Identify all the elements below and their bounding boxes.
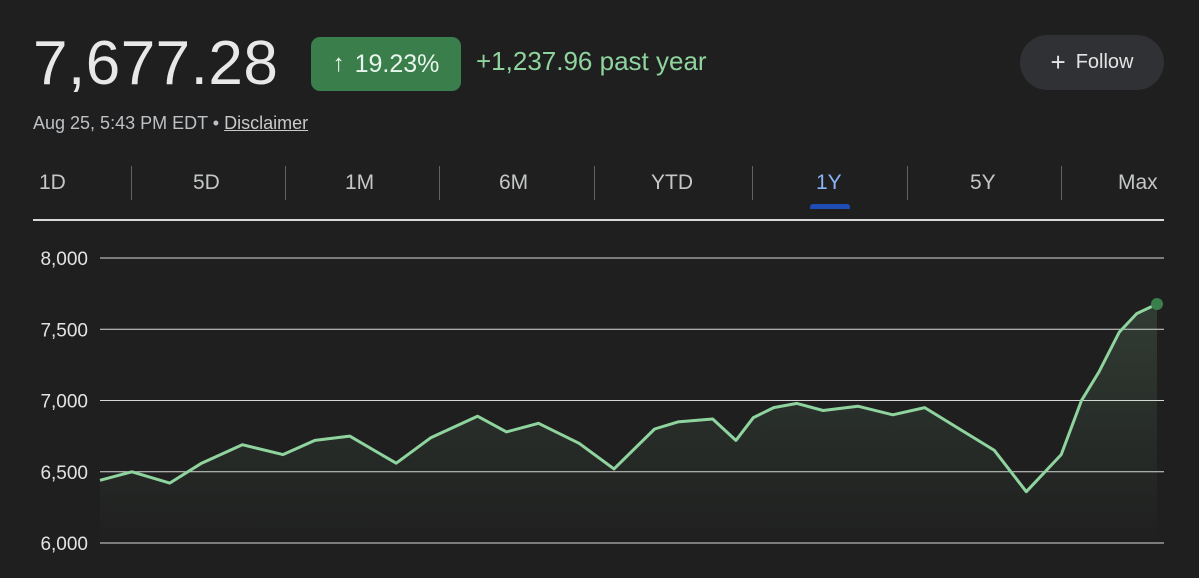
y-tick-label: 6,000 xyxy=(40,534,88,555)
y-tick-label: 7,500 xyxy=(40,320,88,341)
price-area-fill xyxy=(100,304,1157,543)
timestamp-line: Aug 25, 5:43 PM EDT • Disclaimer xyxy=(33,113,308,134)
tab-1d[interactable]: 1D xyxy=(39,171,66,194)
meta-separator: • xyxy=(212,113,220,133)
index-price: 7,677.28 xyxy=(33,29,279,98)
tab-divider xyxy=(594,166,595,200)
active-tab-indicator xyxy=(810,204,850,209)
tab-divider xyxy=(907,166,908,200)
change-amount: +1,237.96 past year xyxy=(476,46,707,76)
follow-label: Follow xyxy=(1075,51,1134,73)
tab-divider xyxy=(752,166,753,200)
tab-max[interactable]: Max xyxy=(1118,171,1158,194)
last-price-marker xyxy=(1151,297,1163,310)
price-line xyxy=(99,302,1158,494)
tab-divider xyxy=(1061,166,1062,200)
tab-divider xyxy=(439,166,440,200)
change-percent: 19.23% xyxy=(354,49,440,78)
tab-5d[interactable]: 5D xyxy=(193,171,220,194)
tab-1y[interactable]: 1Y xyxy=(816,171,842,194)
arrow-up-icon: ↑ xyxy=(332,50,345,77)
follow-button[interactable]: + Follow xyxy=(1020,35,1164,90)
timestamp: Aug 25, 5:43 PM EDT xyxy=(33,113,208,133)
y-tick-label: 8,000 xyxy=(40,249,88,270)
range-tabs: 1D 5D 1M 6M YTD 1Y 5Y Max xyxy=(0,160,1199,220)
tab-divider xyxy=(285,166,286,200)
header-divider xyxy=(33,219,1164,221)
y-tick-label: 6,500 xyxy=(40,463,88,484)
disclaimer-link[interactable]: Disclaimer xyxy=(224,113,309,133)
plus-icon: + xyxy=(1050,46,1066,77)
y-tick-label: 7,000 xyxy=(40,392,88,413)
tab-5y[interactable]: 5Y xyxy=(970,171,996,194)
tab-ytd[interactable]: YTD xyxy=(651,171,693,194)
change-badge: ↑ 19.23% xyxy=(311,37,461,91)
tab-1m[interactable]: 1M xyxy=(345,171,375,194)
tab-divider xyxy=(131,166,132,200)
tab-6m[interactable]: 6M xyxy=(499,171,529,194)
